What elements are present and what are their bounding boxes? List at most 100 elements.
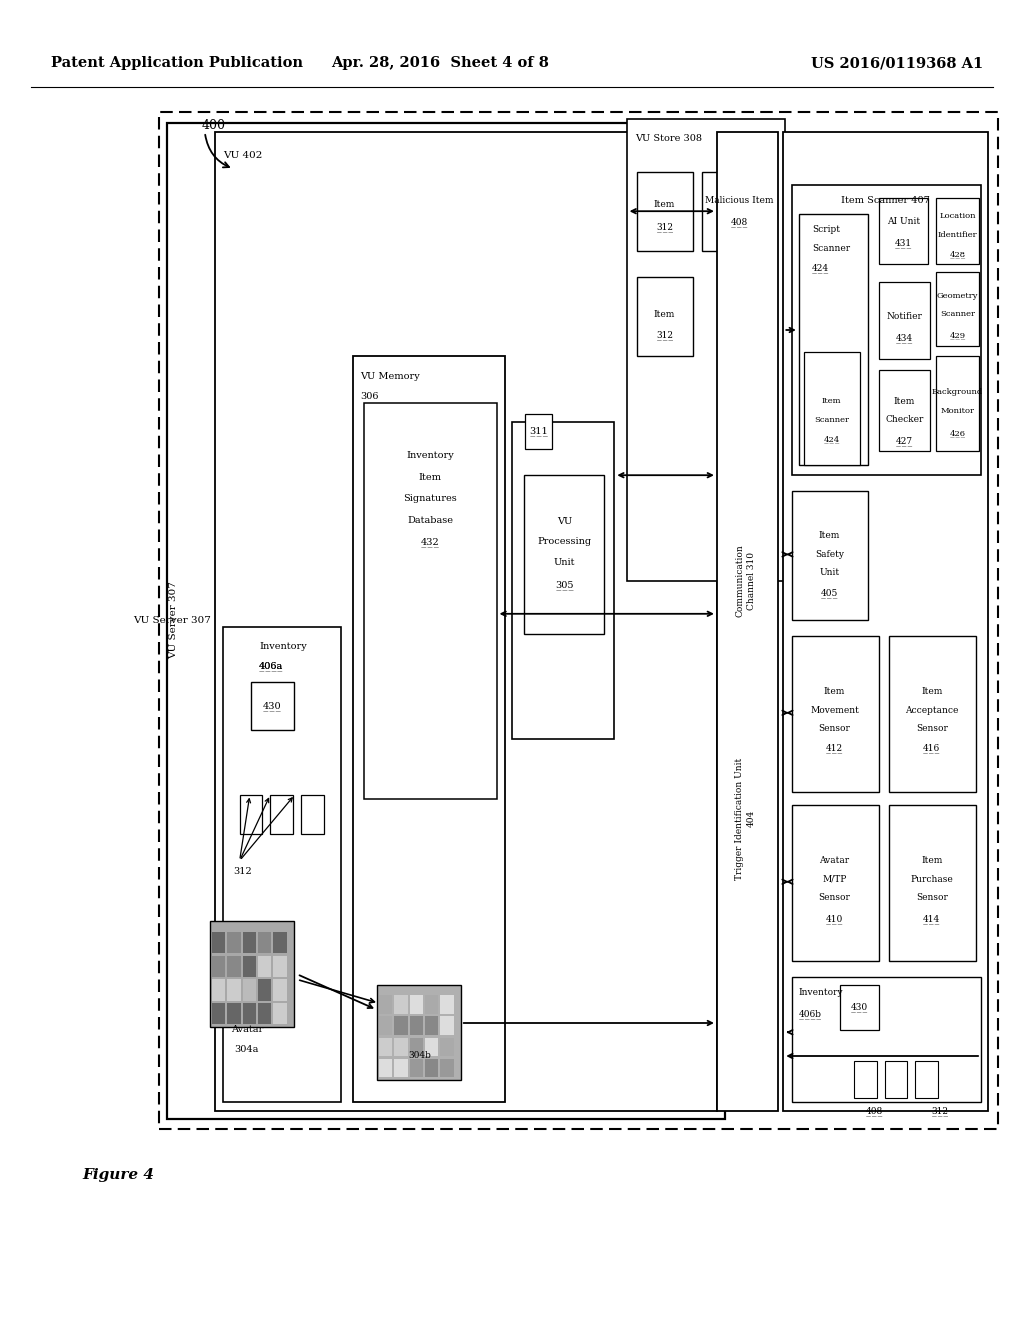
Text: 4̲1̲2̲: 4̲1̲2̲ (826, 743, 843, 754)
Bar (212, 979, 225, 1001)
Bar (410, 1016, 423, 1035)
Text: 4̲1̲4̲: 4̲1̲4̲ (924, 913, 940, 924)
Text: Movement: Movement (810, 706, 859, 714)
Bar (410, 995, 423, 1014)
Bar (258, 979, 271, 1001)
Text: Notifier: Notifier (886, 313, 923, 321)
Bar (915, 1061, 938, 1098)
Text: Item: Item (922, 688, 942, 696)
Text: 4̲2̲4̲: 4̲2̲4̲ (823, 436, 840, 444)
Text: Sensor: Sensor (818, 725, 851, 733)
Text: Processing: Processing (538, 537, 591, 545)
Text: Avatar: Avatar (819, 857, 850, 865)
Bar (936, 272, 979, 346)
Bar (379, 1059, 392, 1077)
Bar (243, 956, 256, 977)
Bar (440, 995, 454, 1014)
Text: Signatures: Signatures (403, 495, 457, 503)
Bar (240, 795, 262, 834)
Bar (212, 1003, 225, 1024)
Text: Inventory: Inventory (259, 643, 307, 651)
Text: 4̲2̲6̲: 4̲2̲6̲ (949, 429, 966, 437)
Text: M/TP: M/TP (822, 875, 847, 883)
Text: 304a: 304a (234, 1045, 259, 1053)
Bar (364, 403, 497, 799)
Text: US 2016/0119368 A1: US 2016/0119368 A1 (811, 57, 983, 70)
Bar (879, 282, 930, 359)
Text: 312: 312 (233, 867, 252, 875)
Bar (717, 132, 778, 1111)
Text: 4̲2̲8̲: 4̲2̲8̲ (949, 251, 966, 259)
Text: Unit: Unit (819, 569, 840, 577)
Text: 3̲0̲5̲: 3̲0̲5̲ (555, 579, 573, 590)
Bar (273, 1003, 287, 1024)
Text: Avatar: Avatar (230, 1026, 263, 1034)
Text: 4̲0̲6̲a̲: 4̲0̲6̲a̲ (259, 661, 284, 672)
Bar (273, 956, 287, 977)
Bar (394, 1038, 408, 1056)
Bar (792, 636, 879, 792)
Text: Scanner: Scanner (812, 244, 850, 252)
Bar (394, 1016, 408, 1035)
Bar (425, 1059, 438, 1077)
Text: 4̲2̲9̲: 4̲2̲9̲ (949, 331, 966, 339)
Bar (258, 1003, 271, 1024)
Bar (273, 932, 287, 953)
Text: Communication
Channel 310: Communication Channel 310 (735, 544, 756, 618)
Bar (227, 956, 241, 977)
Bar (227, 979, 241, 1001)
Bar (227, 932, 241, 953)
Text: Monitor: Monitor (940, 407, 975, 414)
Bar (783, 132, 988, 1111)
Text: VU Memory: VU Memory (360, 372, 420, 380)
Bar (243, 1003, 256, 1024)
Text: 4̲3̲1̲: 4̲3̲1̲ (895, 238, 911, 248)
Text: Figure 4: Figure 4 (82, 1168, 154, 1181)
Text: VU Server 307: VU Server 307 (133, 616, 211, 624)
Text: 3̲1̲1̲: 3̲1̲1̲ (529, 426, 548, 437)
Bar (425, 1038, 438, 1056)
Text: Sensor: Sensor (818, 894, 851, 902)
Text: Apr. 28, 2016  Sheet 4 of 8: Apr. 28, 2016 Sheet 4 of 8 (332, 57, 549, 70)
Bar (410, 1038, 423, 1056)
Text: 306: 306 (360, 392, 379, 400)
Bar (792, 491, 868, 620)
Text: Inventory: Inventory (799, 989, 844, 997)
Bar (936, 356, 979, 451)
Text: 4̲3̲4̲: 4̲3̲4̲ (896, 333, 912, 343)
Text: AI Unit: AI Unit (887, 218, 920, 226)
Text: VU 402: VU 402 (223, 152, 262, 160)
Bar (394, 995, 408, 1014)
Bar (840, 985, 879, 1030)
Text: 4̲2̲7̲: 4̲2̲7̲ (896, 436, 912, 446)
Text: Item: Item (824, 688, 845, 696)
Text: Item: Item (821, 397, 842, 405)
Bar (889, 805, 976, 961)
Bar (167, 123, 725, 1119)
Bar (440, 1016, 454, 1035)
Text: 4̲2̲4̲: 4̲2̲4̲ (812, 263, 829, 273)
Bar (159, 112, 998, 1129)
Bar (792, 977, 981, 1102)
Text: 4̲3̲2̲: 4̲3̲2̲ (421, 537, 439, 548)
Text: Geometry: Geometry (937, 292, 978, 300)
Bar (227, 1003, 241, 1024)
Bar (379, 1038, 392, 1056)
Bar (270, 795, 293, 834)
Text: Item: Item (419, 474, 441, 482)
Text: 4̲0̲8̲: 4̲0̲8̲ (866, 1106, 883, 1117)
Text: Item: Item (654, 310, 675, 318)
Text: VU: VU (557, 517, 571, 525)
Text: 4̲1̲0̲: 4̲1̲0̲ (826, 913, 843, 924)
Bar (702, 172, 776, 251)
Bar (637, 277, 693, 356)
Text: Script: Script (812, 226, 840, 234)
Text: Database: Database (408, 516, 453, 524)
Bar (440, 1059, 454, 1077)
Text: 4̲3̲0̲: 4̲3̲0̲ (851, 1002, 867, 1012)
Text: Item: Item (922, 857, 942, 865)
Bar (525, 414, 552, 449)
Text: Trigger Identification Unit
404: Trigger Identification Unit 404 (735, 758, 756, 879)
Bar (301, 795, 324, 834)
Text: Patent Application Publication: Patent Application Publication (51, 57, 303, 70)
